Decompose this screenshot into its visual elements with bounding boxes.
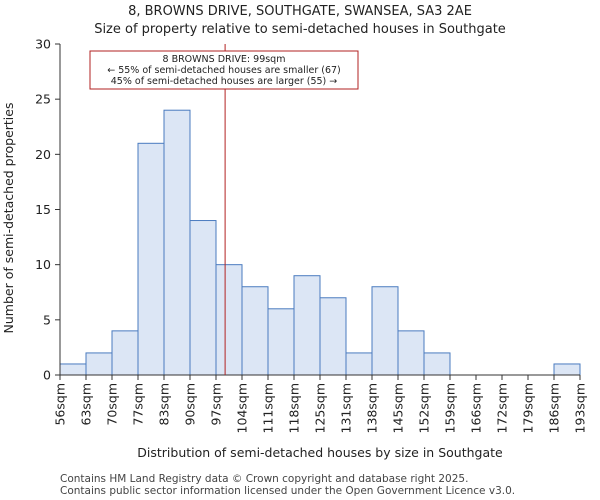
bar-83sqm [163,109,191,376]
bar-56sqm [59,363,87,376]
x-tick-label: 159sqm [443,383,458,433]
y-tick-label: 20 [35,147,51,162]
footer-line-2: Contains public sector information licen… [60,485,515,497]
annotation-line-3: 45% of semi-detached houses are larger (… [111,76,338,87]
bar-63sqm [85,352,113,376]
bar-186sqm [553,363,581,376]
y-tick-label: 10 [35,257,51,272]
annotation-line-1: 8 BROWNS DRIVE: 99sqm [163,54,286,65]
y-tick-label: 30 [35,37,51,52]
bar-70sqm [111,330,139,376]
x-tick-label: 193sqm [573,383,588,433]
bar-97sqm [215,264,243,376]
x-tick-label: 83sqm [157,383,172,426]
x-tick-label: 118sqm [287,383,302,433]
plot-area: 0 5 10 15 20 25 30 56sqm 63sqm 70sqm 77sqm 83sqm 90s… [35,37,587,434]
x-tick-label: 70sqm [105,383,120,426]
bar-152sqm [423,352,451,376]
annotation-box [89,50,359,90]
footer-line-1: Contains HM Land Registry data © Crown c… [60,473,468,485]
x-tick-label: 138sqm [365,383,380,433]
bar-125sqm [319,297,347,376]
y-tick-label: 0 [43,368,51,383]
bar-118sqm [293,275,321,376]
bar-138sqm [371,286,399,376]
x-tick-label: 97sqm [209,383,224,426]
x-tick-label: 77sqm [131,383,146,426]
bar-104sqm [241,286,269,376]
x-tick-label: 179sqm [521,383,536,433]
bar-90sqm [189,220,217,376]
x-axis-label: Distribution of semi-detached houses by … [137,445,503,460]
y-tick-label: 25 [35,92,51,107]
x-tick-label: 166sqm [469,383,484,433]
x-tick-label: 125sqm [313,383,328,433]
annotation-line-2: ← 55% of semi-detached houses are smalle… [107,65,341,76]
chart-title: 8, BROWNS DRIVE, SOUTHGATE, SWANSEA, SA3… [128,4,472,19]
y-axis-label: Number of semi-detached properties [1,103,16,334]
x-tick-label: 63sqm [79,383,94,426]
x-tick-label: 104sqm [235,383,250,433]
y-tick-label: 15 [35,202,51,217]
bar-145sqm [397,330,425,376]
x-tick-label: 145sqm [391,383,406,433]
x-tick-label: 111sqm [261,383,276,433]
y-tick-label: 5 [43,312,51,327]
x-tick-label: 152sqm [417,383,432,433]
x-tick-label: 172sqm [495,383,510,433]
bar-111sqm [267,308,295,376]
x-tick-label: 90sqm [183,383,198,426]
x-tick-label: 131sqm [339,383,354,433]
x-tick-label: 56sqm [53,383,68,426]
chart-subtitle: Size of property relative to semi-detach… [94,22,506,37]
bar-131sqm [345,352,373,376]
x-tick-label: 186sqm [547,383,562,433]
bar-77sqm [137,142,165,376]
